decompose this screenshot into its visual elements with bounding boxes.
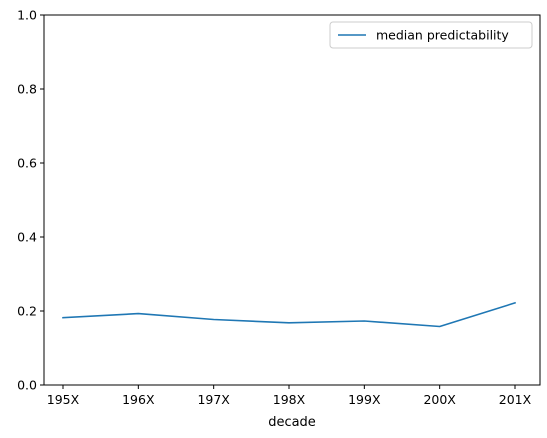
x-tick-label: 199X [348, 392, 381, 407]
x-tick-label: 197X [197, 392, 230, 407]
plot-frame [43, 14, 541, 386]
y-tick-label: 0.4 [17, 230, 37, 245]
x-tick-label: 196X [122, 392, 155, 407]
y-axis: 0.0 0.2 0.4 0.6 0.8 1.0 [17, 8, 44, 393]
series-layer [62, 301, 517, 328]
legend-label: median predictability [376, 28, 509, 43]
legend-box [329, 21, 533, 49]
y-tick-label: 0.2 [17, 304, 37, 319]
x-tick-label: 198X [273, 392, 306, 407]
legend: median predictability [329, 21, 533, 49]
y-tick-label: 1.0 [17, 8, 37, 23]
x-axis: 195X 196X 197X 198X 199X 200X 201X [47, 385, 532, 407]
plot-area [44, 15, 540, 385]
x-axis-label: decade [268, 415, 316, 430]
x-tick-label: 200X [423, 392, 456, 407]
y-tick-label: 0.6 [17, 156, 37, 171]
y-tick-label: 0.8 [17, 82, 37, 97]
x-tick-label: 195X [47, 392, 80, 407]
x-tick-label: 201X [499, 392, 532, 407]
y-tick-label: 0.0 [17, 378, 37, 393]
series-line [62, 301, 517, 328]
